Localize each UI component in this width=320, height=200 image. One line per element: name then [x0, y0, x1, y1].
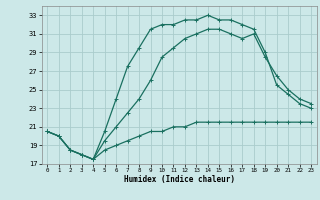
- X-axis label: Humidex (Indice chaleur): Humidex (Indice chaleur): [124, 175, 235, 184]
